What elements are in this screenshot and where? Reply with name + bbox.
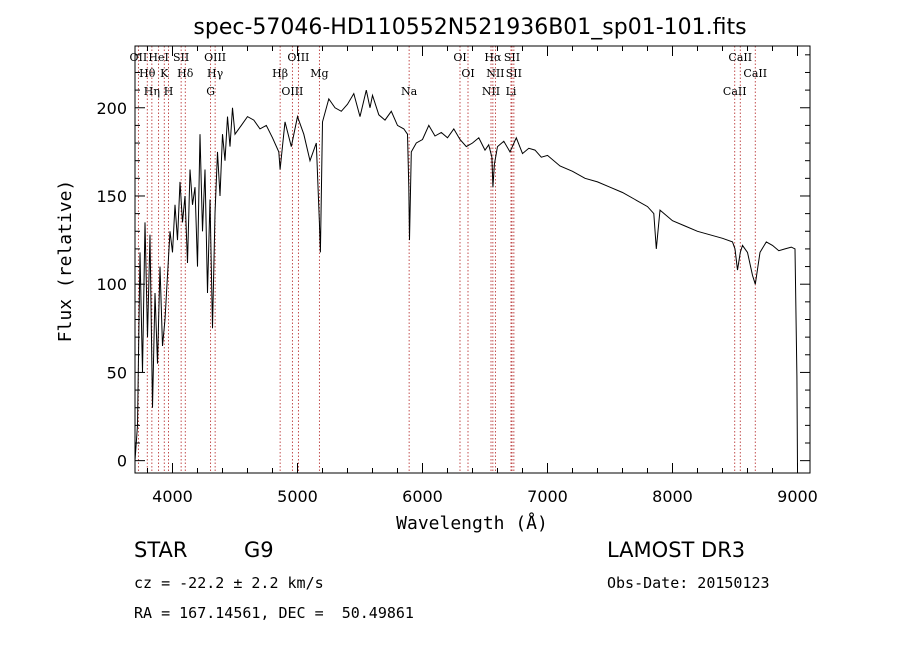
line-label: CaII bbox=[728, 51, 752, 64]
line-label: G bbox=[206, 85, 215, 98]
x-tick-labels: 4000 5000 6000 7000 8000 9000 bbox=[152, 487, 818, 506]
y-tick-label: 100 bbox=[96, 275, 127, 294]
line-label: SII bbox=[506, 67, 522, 80]
line-label: Hη bbox=[144, 85, 160, 98]
line-label: CaII bbox=[743, 67, 767, 80]
line-label: OI bbox=[461, 67, 474, 80]
y-tick-label: 200 bbox=[96, 99, 127, 118]
line-label: Hγ bbox=[207, 67, 224, 80]
x-tick-label: 8000 bbox=[652, 487, 693, 506]
line-label: HeI bbox=[148, 51, 168, 64]
line-label: OI bbox=[453, 51, 466, 64]
x-tick-label: 5000 bbox=[277, 487, 318, 506]
y-tick-label: 50 bbox=[107, 363, 127, 382]
spectrum-line bbox=[134, 89, 798, 468]
line-label: K bbox=[160, 67, 169, 80]
chart-title: spec-57046-HD110552N521936B01_sp01-101.f… bbox=[193, 15, 746, 40]
spectrum-chart: spec-57046-HD110552N521936B01_sp01-101.f… bbox=[55, 15, 818, 534]
x-tick-label: 4000 bbox=[152, 487, 193, 506]
line-label: SII bbox=[504, 51, 520, 64]
x-axis-label: Wavelength (Å) bbox=[396, 512, 548, 534]
line-label: NII bbox=[486, 67, 504, 80]
line-label: OIII bbox=[204, 51, 226, 64]
y-tick-label: 0 bbox=[117, 452, 127, 471]
survey-name: LAMOST DR3 bbox=[607, 538, 746, 562]
axis-ticks bbox=[135, 46, 810, 473]
y-axis-label: Flux (relative) bbox=[55, 180, 76, 343]
line-label: OIII bbox=[287, 51, 309, 64]
x-tick-label: 6000 bbox=[402, 487, 443, 506]
plot-frame bbox=[134, 45, 811, 474]
x-tick-label: 9000 bbox=[777, 487, 818, 506]
line-label: Na bbox=[401, 85, 418, 98]
x-tick-label: 7000 bbox=[527, 487, 568, 506]
object-class: STAR bbox=[134, 538, 188, 562]
y-tick-labels: 0 50 100 150 200 bbox=[96, 99, 127, 471]
line-label: Mg bbox=[310, 67, 328, 80]
line-label: Hδ bbox=[177, 67, 194, 80]
line-label: Hα bbox=[484, 51, 502, 64]
coordinates: RA = 167.14561, DEC = 50.49861 bbox=[134, 604, 414, 622]
line-label: Hθ bbox=[139, 67, 156, 80]
line-label: H bbox=[164, 85, 174, 98]
line-label: NII bbox=[482, 85, 500, 98]
redshift-velocity: cz = -22.2 ± 2.2 km/s bbox=[134, 574, 324, 592]
line-label: CaII bbox=[723, 85, 747, 98]
y-tick-label: 150 bbox=[96, 187, 127, 206]
line-label: OIII bbox=[281, 85, 303, 98]
object-subclass: G9 bbox=[244, 538, 274, 562]
line-label: OII bbox=[130, 51, 148, 64]
line-markers bbox=[137, 46, 756, 473]
observation-date: Obs-Date: 20150123 bbox=[607, 574, 770, 592]
line-label: SII bbox=[173, 51, 189, 64]
line-label: Hβ bbox=[272, 67, 288, 80]
line-label: Li bbox=[506, 85, 517, 98]
